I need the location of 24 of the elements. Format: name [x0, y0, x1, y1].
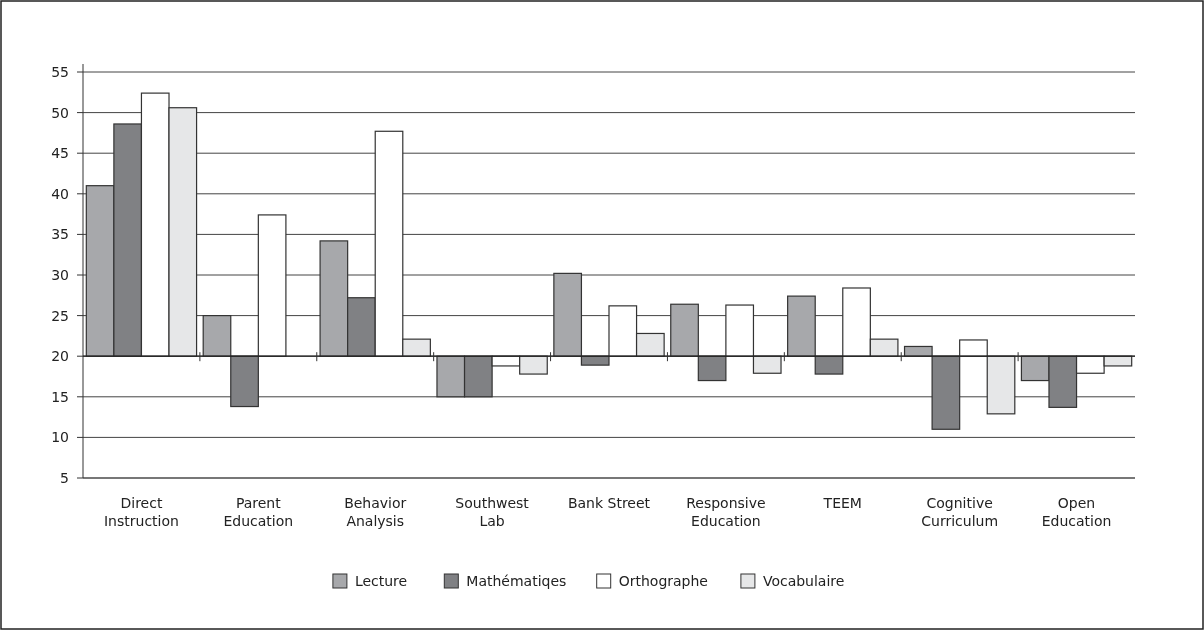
x-tick-label: Behavior Analysis — [344, 495, 407, 529]
legend-label: Vocabulaire — [762, 573, 845, 589]
y-tick-label: 50 — [51, 104, 69, 121]
x-tick-label: Direct Instruction — [103, 495, 179, 529]
x-tick-label: Cognitive Curriculum — [921, 495, 999, 529]
y-tick-label: 35 — [51, 226, 69, 243]
x-tick-label: Southwest Lab — [455, 495, 530, 529]
y-tick-label: 45 — [51, 145, 69, 162]
x-tick-label: Open Education — [1041, 495, 1112, 529]
legend-label: Orthographe — [618, 573, 709, 589]
x-tick-label: Bank Street — [567, 495, 651, 511]
x-tick-label: Parent Education — [223, 495, 294, 529]
y-tick-label: 10 — [51, 429, 69, 446]
x-tick-label: Responsive Education — [686, 495, 766, 529]
y-tick-label: 25 — [51, 307, 69, 324]
legend-label: Mathématiqes — [466, 573, 567, 589]
y-tick-label: 55 — [51, 63, 69, 80]
legend-label: Lecture — [354, 573, 408, 589]
y-tick-label: 15 — [51, 388, 69, 405]
x-tick-label: TEEM — [822, 495, 862, 511]
y-tick-label: 5 — [60, 469, 69, 486]
y-tick-label: 40 — [51, 185, 69, 202]
y-tick-label: 30 — [51, 266, 69, 283]
y-tick-label: 20 — [51, 348, 69, 365]
